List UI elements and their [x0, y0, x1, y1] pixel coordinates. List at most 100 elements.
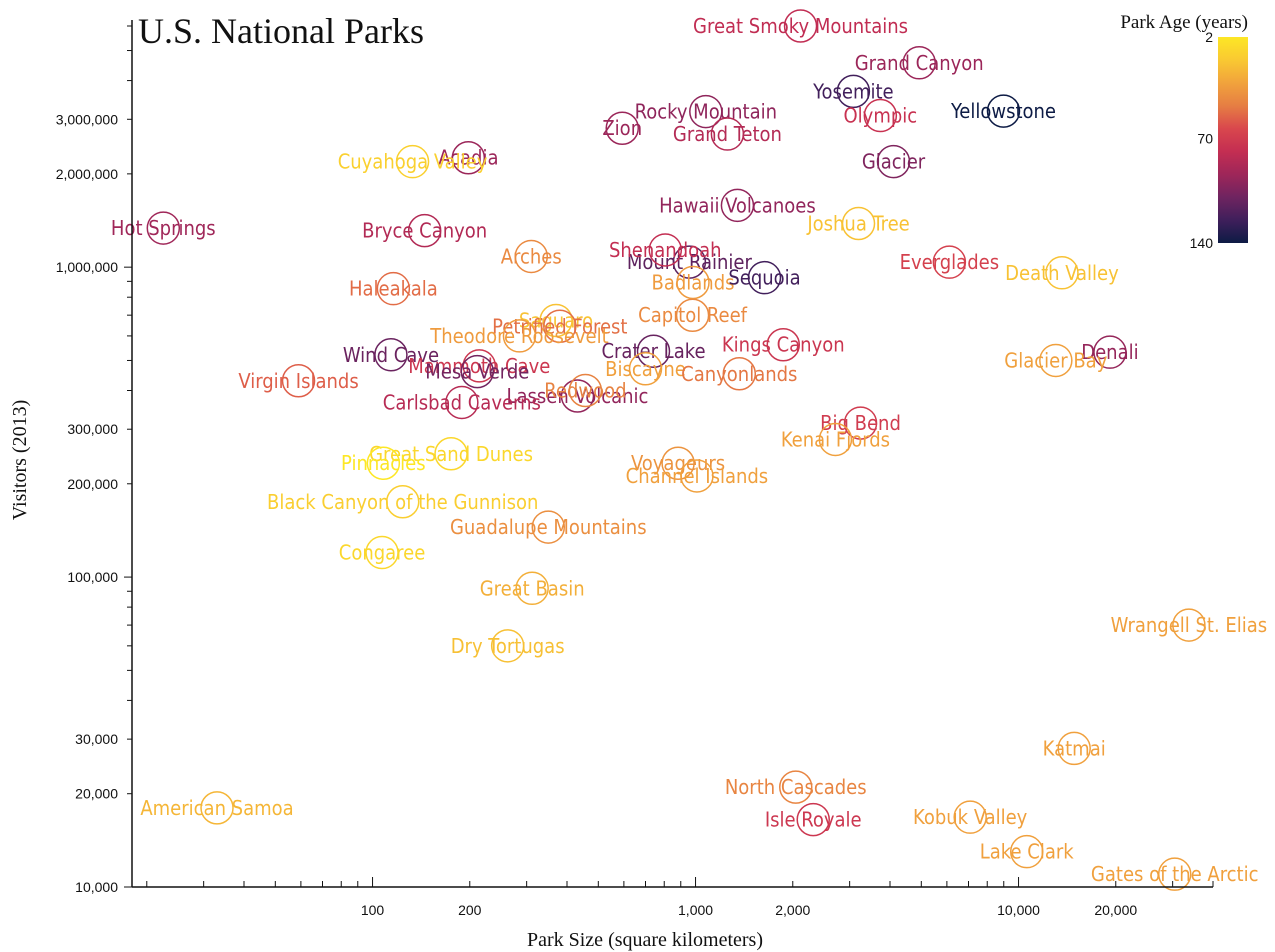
park-point: Glacier Bay — [1004, 343, 1108, 378]
park-point: Acadia — [438, 140, 499, 175]
park-circle — [710, 117, 745, 151]
park-point: Glacier — [862, 144, 926, 179]
park-point: Mount Rainier — [627, 245, 753, 279]
x-tick-label: 200 — [458, 902, 482, 918]
park-circle — [605, 111, 639, 145]
park-point: Kings Canyon — [722, 327, 845, 362]
park-circle — [365, 535, 399, 570]
x-tick-label: 100 — [361, 902, 385, 918]
park-label: Carlsbad Caverns — [383, 390, 541, 414]
park-point: Yellowstone — [950, 94, 1056, 128]
park-label: Great Basin — [480, 576, 585, 600]
park-circle — [953, 800, 987, 834]
park-point: Hawaii Volcanoes — [659, 188, 816, 223]
park-point: Virgin Islands — [238, 364, 359, 398]
park-circle — [281, 364, 316, 398]
park-point: Bryce Canyon — [362, 213, 487, 248]
park-point: Mammoth Cave — [408, 349, 550, 383]
park-circle — [434, 437, 468, 471]
park-label: Virgin Islands — [238, 369, 358, 393]
park-circle — [376, 271, 411, 306]
park-label: Petrified Forest — [492, 314, 627, 338]
park-point: Channel Islands — [626, 459, 768, 493]
park-circle — [796, 802, 830, 837]
y-tick-label: 100,000 — [67, 569, 118, 585]
park-label: Haleakala — [349, 277, 438, 301]
park-point: Saguaro — [519, 303, 593, 338]
park-label: Voyageurs — [631, 451, 725, 475]
park-circle — [836, 74, 871, 109]
park-label: Lake Clark — [980, 840, 1075, 864]
park-circle — [766, 327, 801, 362]
park-point: Grand Teton — [673, 117, 782, 151]
park-point: Voyageurs — [631, 446, 725, 480]
park-point: Death Valley — [1005, 256, 1119, 290]
park-point: Kobuk Valley — [913, 800, 1028, 834]
park-label: American Samoa — [140, 796, 293, 820]
park-point: Great Smoky Mountains — [693, 9, 908, 43]
park-circle — [783, 9, 818, 43]
park-point: Joshua Tree — [806, 206, 910, 241]
park-label: Denali — [1081, 340, 1138, 364]
park-circle — [366, 446, 401, 480]
y-tick-label: 20,000 — [75, 786, 118, 802]
park-circle — [818, 422, 853, 457]
park-label: Joshua Tree — [806, 211, 909, 235]
park-label: Shenandoah — [609, 238, 722, 262]
park-label: Dry Tortugas — [451, 634, 565, 658]
park-label: Mesa Verde — [425, 360, 529, 384]
park-circle — [407, 213, 442, 248]
park-label: Theodore Roosevelt — [429, 324, 608, 348]
park-point: Grand Canyon — [855, 46, 984, 80]
park-label: Guadalupe Mountains — [450, 515, 647, 539]
y-tick-label: 200,000 — [67, 476, 118, 492]
park-circle — [385, 485, 420, 519]
park-circle — [902, 46, 936, 80]
x-tick-label: 2,000 — [775, 902, 810, 918]
park-circle — [722, 357, 757, 391]
park-circle — [863, 98, 898, 133]
park-label: Cuyahoga Valley — [338, 150, 488, 174]
park-circle — [395, 144, 430, 179]
park-circle — [490, 629, 525, 663]
park-circle — [374, 338, 408, 372]
y-axis-label: Visitors (2013) — [9, 400, 31, 520]
park-point: Crater Lake — [601, 334, 706, 368]
park-point: Dry Tortugas — [451, 629, 565, 663]
park-label: Grand Canyon — [855, 51, 984, 75]
park-label: Crater Lake — [601, 339, 705, 363]
park-label: Arches — [501, 244, 562, 268]
park-point: Isle Royale — [765, 802, 862, 837]
park-circle — [1045, 256, 1079, 290]
park-circle — [680, 459, 714, 493]
park-circle — [200, 791, 234, 825]
park-label: Redwood — [544, 378, 626, 402]
park-point: Redwood — [544, 373, 627, 408]
park-point: Cuyahoga Valley — [338, 144, 488, 179]
park-label: Gates of the Arctic — [1091, 862, 1259, 886]
park-point: Denali — [1081, 335, 1139, 369]
park-circle — [747, 260, 782, 295]
park-circle — [502, 319, 537, 353]
y-tick-label: 30,000 — [75, 731, 118, 747]
park-circle — [1157, 857, 1192, 891]
park-circle — [675, 298, 710, 332]
y-tick-label: 3,000,000 — [56, 111, 118, 127]
park-label: Death Valley — [1005, 261, 1119, 285]
park-point: Arches — [501, 239, 562, 274]
park-circle — [514, 239, 549, 274]
park-label: Yellowstone — [950, 99, 1056, 123]
y-tick-label: 10,000 — [75, 879, 118, 895]
y-tick-label: 2,000,000 — [56, 166, 118, 182]
park-label: Zion — [602, 116, 642, 140]
park-circle — [672, 245, 707, 279]
park-circle — [1039, 343, 1073, 378]
legend-tick-label: 140 — [1190, 235, 1214, 251]
park-label: Pinnacles — [341, 451, 426, 475]
park-point: Lassen Volcanic — [506, 379, 648, 413]
park-point: Olympic — [844, 98, 917, 133]
park-circle — [568, 373, 603, 408]
park-point: Canyonlands — [681, 357, 797, 391]
park-point: Biscayne — [605, 352, 686, 386]
